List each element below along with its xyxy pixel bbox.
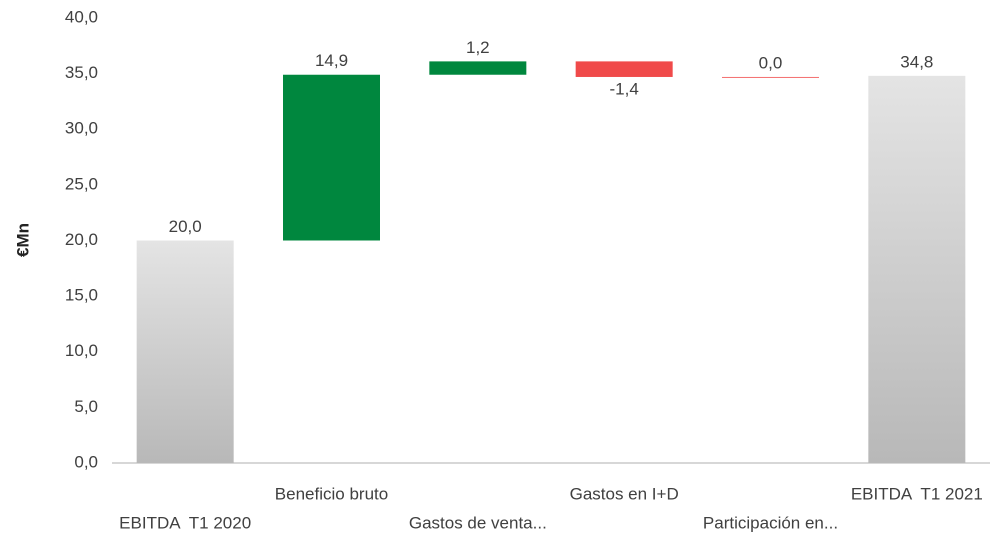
bar (868, 75, 966, 463)
bar (722, 76, 819, 78)
value-label: 34,8 (900, 52, 933, 71)
bar (575, 61, 673, 77)
y-tick-label: 5,0 (74, 397, 98, 416)
value-label: 14,9 (315, 51, 348, 70)
y-tick-label: 15,0 (65, 286, 98, 305)
y-axis-title: €Mn (13, 223, 32, 257)
y-tick-label: 0,0 (74, 452, 98, 471)
x-tick-label: EBITDA T1 2021 (851, 484, 983, 503)
value-label: 0,0 (759, 53, 783, 72)
y-tick-label: 20,0 (65, 230, 98, 249)
y-tick-label: 10,0 (65, 341, 98, 360)
y-tick-label: 30,0 (65, 119, 98, 138)
value-label: -1,4 (610, 79, 639, 98)
y-tick-label: 40,0 (65, 7, 98, 26)
bar (429, 61, 527, 75)
value-label: 20,0 (169, 217, 202, 236)
x-tick-label: Beneficio bruto (275, 484, 388, 503)
x-tick-label: EBITDA T1 2020 (119, 513, 251, 532)
bar (283, 74, 380, 241)
y-tick-label: 25,0 (65, 174, 98, 193)
bar (136, 240, 234, 463)
x-tick-label: Participación en... (703, 513, 838, 532)
x-tick-label: Gastos de venta... (409, 513, 547, 532)
value-label: 1,2 (466, 38, 490, 57)
y-tick-label: 35,0 (65, 63, 98, 82)
x-tick-label: Gastos en I+D (570, 484, 679, 503)
